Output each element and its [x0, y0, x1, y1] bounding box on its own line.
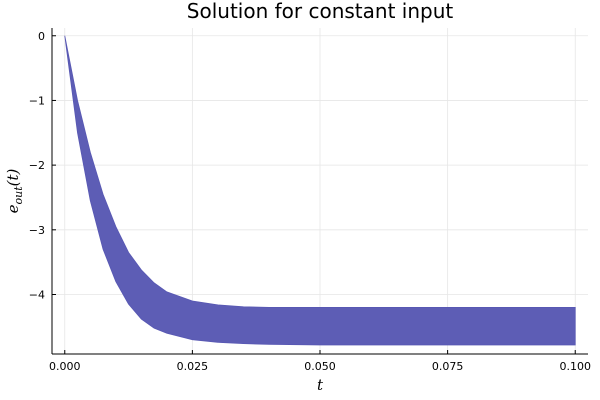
x-ticks: 0.000 0.025 0.050 0.075 0.100 — [49, 350, 591, 373]
plot-area — [64, 35, 576, 346]
y-tick-label: −2 — [29, 159, 45, 172]
x-tick-label: 0.100 — [559, 360, 591, 373]
x-tick-label: 0.000 — [49, 360, 81, 373]
series-band-0 — [64, 35, 576, 346]
y-tick-label: −3 — [29, 224, 45, 237]
x-tick-label: 0.025 — [177, 360, 209, 373]
x-tick-label: 0.075 — [432, 360, 464, 373]
chart-title: Solution for constant input — [187, 0, 454, 23]
x-axis-label: t — [317, 376, 324, 394]
y-ticks: 0 −1 −2 −3 −4 — [29, 30, 56, 301]
x-tick-label: 0.050 — [304, 360, 336, 373]
y-axis-label-text: eout(t) — [4, 168, 25, 213]
grid — [52, 28, 588, 354]
y-axis-label: eout(t) — [4, 168, 25, 213]
y-tick-label: −4 — [29, 288, 45, 301]
y-tick-label: −1 — [29, 94, 45, 107]
y-tick-label: 0 — [38, 30, 45, 43]
